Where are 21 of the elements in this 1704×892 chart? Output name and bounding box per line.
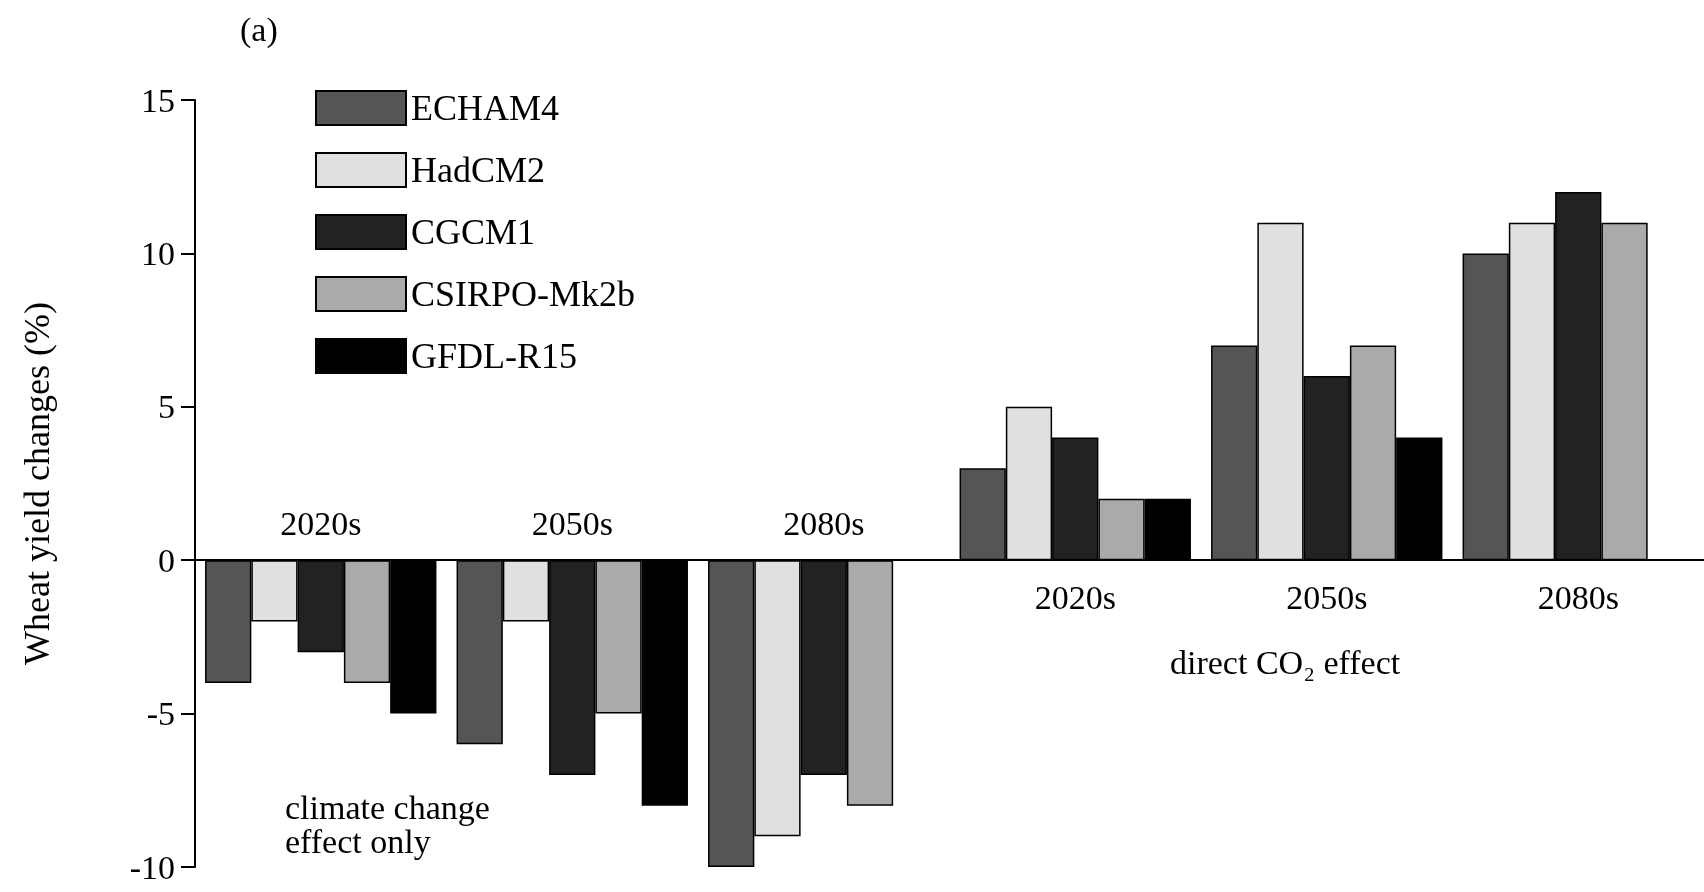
y-tick-label: 0 [158,541,175,579]
annotation: climate change effect only [285,788,499,860]
text: (a) [240,10,278,49]
y-axis-title: Wheat yield changes (%) [17,302,57,665]
x-tick-label: 2050s [531,504,613,542]
x-tick-label: 2020s [1034,578,1116,616]
x-tick-label: 2080s [783,504,865,542]
x-tick-label: 2020s [280,504,362,542]
annotation: direct CO₂ effect [1170,643,1401,681]
x-tick-label: 2050s [1286,578,1368,616]
legend-label: GFDL-R15 [411,336,578,376]
y-tick-label: -10 [129,848,175,886]
y-tick-label: 5 [158,388,175,426]
x-tick-label: 2080s [1537,578,1619,616]
legend-label: CSIRPO-Mk2b [411,274,636,314]
legend-label: CGCM1 [411,212,536,252]
y-tick-label: 15 [141,81,175,119]
y-tick-label: -5 [146,695,175,733]
y-tick-label: 10 [141,234,175,272]
legend-label: HadCM2 [411,150,545,190]
legend-label: ECHAM4 [411,88,560,128]
